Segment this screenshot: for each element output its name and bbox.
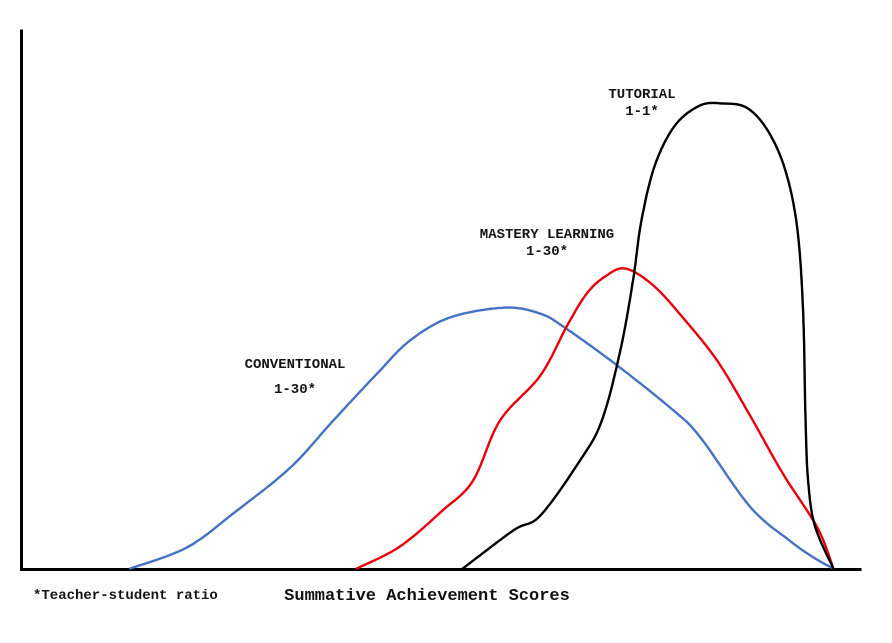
annotation-tutorial: TUTORIAL 1-1* — [608, 87, 675, 121]
annotation-tutorial-name: TUTORIAL — [608, 87, 676, 103]
curve-conventional — [129, 306, 835, 570]
annotation-conventional: CONVENTIONAL 1-30* — [245, 357, 346, 399]
x-axis-title: Summative Achievement Scores — [284, 587, 570, 606]
annotation-conventional-ratio: 1-30* — [273, 382, 317, 398]
annotation-mastery-learning: MASTERY LEARNING 1-30* — [480, 227, 614, 261]
annotation-conventional-name: CONVENTIONAL — [244, 357, 346, 373]
annotation-mastery-learning-ratio: 1-30* — [525, 244, 569, 260]
teacher-student-ratio-footnote: *Teacher-student ratio — [33, 588, 218, 604]
annotation-tutorial-ratio: 1-1* — [625, 104, 659, 120]
curve-tutorial — [461, 101, 835, 570]
annotation-mastery-learning-name: MASTERY LEARNING — [479, 227, 615, 243]
curve-mastery-learning — [355, 267, 835, 570]
